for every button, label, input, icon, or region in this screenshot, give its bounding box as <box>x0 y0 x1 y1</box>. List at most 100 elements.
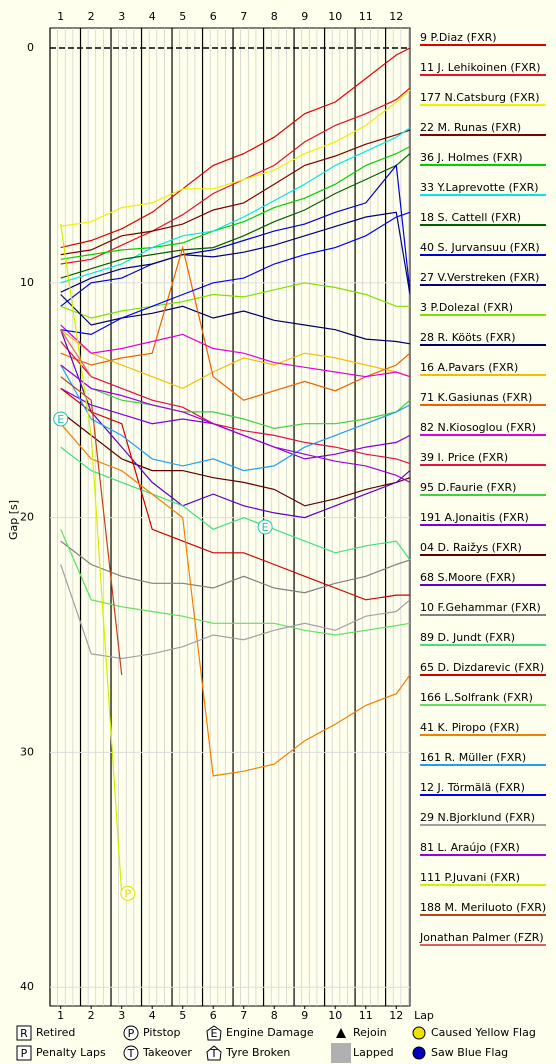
legend-icon-symbol: R <box>20 1027 28 1040</box>
driver-line <box>60 364 411 472</box>
legend-item-label: Saw Blue Flag <box>431 1046 508 1059</box>
x-tick-label-top: 6 <box>210 10 217 23</box>
x-tick-label-top: 2 <box>88 10 95 23</box>
legend-icon-symbol: P <box>21 1047 28 1060</box>
x-axis-label: Lap <box>414 1009 434 1022</box>
x-tick-label: 12 <box>389 1009 403 1022</box>
legend-icon <box>16 1045 32 1061</box>
legend-label: 82 N.Kiosoglou (FXR) <box>420 421 536 434</box>
x-tick-label: 10 <box>328 1009 342 1022</box>
legend-label: 18 S. Cattell (FXR) <box>420 211 521 224</box>
legend-icon-symbol: T <box>210 1047 218 1060</box>
x-tick-label: 3 <box>118 1009 125 1022</box>
driver-line <box>60 282 410 319</box>
legend-label: 40 S. Jurvansuu (FXR) <box>420 241 540 254</box>
legend-item-label: Lapped <box>353 1046 394 1059</box>
driver-line <box>60 153 411 279</box>
legend-icon <box>331 1043 351 1063</box>
legend-label: 81 L. Araújo (FXR) <box>420 841 520 854</box>
legend-label: 29 N.Bjorklund (FXR) <box>420 811 535 824</box>
legend-icon <box>123 1045 139 1061</box>
driver-line <box>60 329 411 390</box>
x-tick-label: 6 <box>210 1009 217 1022</box>
driver-line <box>60 329 92 378</box>
legend-icon <box>412 1026 426 1040</box>
driver-line <box>60 364 411 430</box>
legend-label: 9 P.Diaz (FXR) <box>420 31 497 44</box>
driver-line <box>60 364 411 483</box>
event-marker <box>257 519 273 535</box>
x-tick-label-top: 3 <box>118 10 125 23</box>
legend-label: 177 N.Catsburg (FXR) <box>420 91 540 104</box>
x-tick-label-top: 9 <box>301 10 308 23</box>
x-tick-label: 5 <box>179 1009 186 1022</box>
legend-icon <box>206 1045 222 1061</box>
driver-line <box>60 129 411 256</box>
legend-label: 95 D.Faurie (FXR) <box>420 481 516 494</box>
driver-line <box>60 540 411 594</box>
y-tick-label: 20 <box>20 511 34 524</box>
legend-label: 36 J. Holmes (FXR) <box>420 151 523 164</box>
legend-label: 16 A.Pavars (FXR) <box>420 361 518 374</box>
x-tick-label: 1 <box>57 1009 64 1022</box>
event-marker <box>53 411 69 427</box>
event-symbol: E <box>57 413 64 426</box>
y-tick-label: 40 <box>20 980 34 993</box>
legend-icon <box>336 1028 346 1038</box>
legend-label: 04 D. Raižys (FXR) <box>420 541 522 554</box>
event-symbol: P <box>124 887 131 900</box>
legend-label: 71 K.Gasiunas (FXR) <box>420 391 532 404</box>
legend-label: 28 R. Kööts (FXR) <box>420 331 516 344</box>
legend-label: 11 J. Lehikoinen (FXR) <box>420 61 541 74</box>
legend-label: 166 L.Solfrank (FXR) <box>420 691 533 704</box>
driver-line <box>60 224 123 894</box>
legend-label: 10 F.Gehammar (FXR) <box>420 601 541 614</box>
x-tick-label-top: 11 <box>359 10 373 23</box>
driver-line <box>60 376 123 675</box>
legend-item-label: Retired <box>36 1026 75 1039</box>
legend-label: 111 P.Juvani (FXR) <box>420 871 520 884</box>
legend-label: 33 Y.Laprevotte (FXR) <box>420 181 539 194</box>
y-tick-label: 10 <box>20 276 34 289</box>
x-tick-label-top: 10 <box>328 10 342 23</box>
legend-icon <box>412 1046 426 1060</box>
y-tick-label: 0 <box>27 41 34 54</box>
legend-icon <box>123 1025 139 1041</box>
event-marker <box>120 885 136 901</box>
legend-label: 89 D. Jundt (FXR) <box>420 631 515 644</box>
y-axis-label: Gap [s] <box>7 500 20 540</box>
legend-label: 3 P.Dolezal (FXR) <box>420 301 513 314</box>
legend-item-label: Pitstop <box>143 1026 181 1039</box>
legend-icon <box>16 1025 32 1041</box>
legend-label: 39 I. Price (FXR) <box>420 451 508 464</box>
x-tick-label-top: 12 <box>389 10 403 23</box>
driver-line <box>60 411 411 507</box>
x-tick-label-top: 4 <box>149 10 156 23</box>
plot-area <box>49 27 411 1007</box>
driver-line <box>60 564 411 660</box>
legend-item-label: Engine Damage <box>226 1026 314 1039</box>
x-tick-label-top: 7 <box>240 10 247 23</box>
legend-label: 161 R. Müller (FXR) <box>420 751 526 764</box>
legend-label: 68 S.Moore (FXR) <box>420 571 516 584</box>
legend-icon-symbol: P <box>128 1027 135 1040</box>
legend-icon <box>206 1025 222 1041</box>
legend-icon-symbol: T <box>127 1047 135 1060</box>
y-tick-label: 30 <box>20 745 34 758</box>
driver-line <box>60 47 411 249</box>
driver-line <box>60 423 411 777</box>
legend-label: 191 A.Jonaitis (FXR) <box>420 511 529 524</box>
x-tick-label-top: 8 <box>271 10 278 23</box>
legend-label: 22 M. Runas (FXR) <box>420 121 521 134</box>
driver-line <box>60 446 411 561</box>
driver-line <box>60 211 411 336</box>
driver-line <box>60 341 411 465</box>
driver-line <box>60 146 411 260</box>
driver-line <box>60 163 411 307</box>
legend-label: 41 K. Piropo (FXR) <box>420 721 519 734</box>
legend-label: 65 D. Dizdarevic (FXR) <box>420 661 544 674</box>
driver-line <box>60 127 411 284</box>
driver-line <box>60 329 411 519</box>
x-tick-label: 4 <box>149 1009 156 1022</box>
